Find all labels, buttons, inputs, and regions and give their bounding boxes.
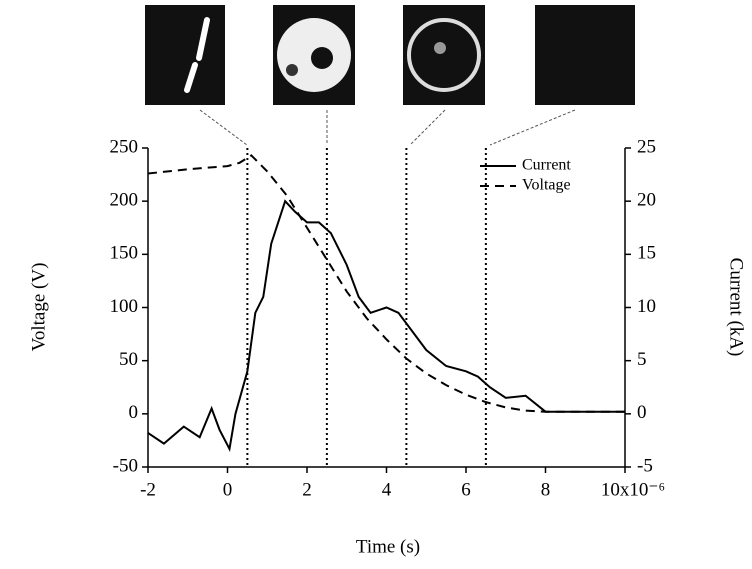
y2-tick-label: 20 (637, 190, 656, 211)
x-tick-label: 2 (302, 479, 312, 500)
y2-tick-label: 0 (637, 402, 647, 423)
y-tick-label: 0 (129, 402, 139, 423)
image-content (311, 47, 333, 69)
y2-axis-label: Current (kA) (726, 258, 747, 357)
series-line (147, 154, 625, 413)
y-tick-label: 100 (110, 296, 139, 317)
y-tick-label: 250 (110, 136, 139, 157)
y-tick-label: 150 (110, 243, 139, 264)
x-tick-label: 8 (541, 479, 551, 500)
y-tick-label: 50 (119, 349, 138, 370)
x-tick-label: 10x10⁻⁶ (601, 479, 665, 500)
legend-label: Voltage (522, 177, 571, 194)
x-axis-label: Time (s) (356, 536, 420, 557)
image-content (286, 64, 298, 76)
y-tick-label: -50 (113, 455, 138, 476)
series-line (147, 199, 625, 453)
x-tick-label: 6 (461, 479, 471, 500)
y-axis-label: Voltage (V) (28, 263, 49, 352)
image-frame (535, 5, 635, 105)
y2-tick-label: 25 (637, 136, 656, 157)
connectors (199, 109, 576, 146)
x-tick-label: 0 (223, 479, 233, 500)
legend-label: Current (522, 157, 571, 174)
image-content (184, 17, 210, 93)
y2-tick-label: 15 (637, 243, 656, 264)
x-tick-label: 4 (382, 479, 392, 500)
y2-tick-label: 5 (637, 349, 647, 370)
y-tick-label: 200 (110, 190, 139, 211)
image-content (407, 18, 481, 92)
y2-tick-label: 10 (637, 296, 656, 317)
y2-tick-label: -5 (637, 455, 653, 476)
x-tick-label: -2 (140, 479, 156, 500)
image-content (434, 42, 446, 54)
frame-images (145, 5, 635, 146)
